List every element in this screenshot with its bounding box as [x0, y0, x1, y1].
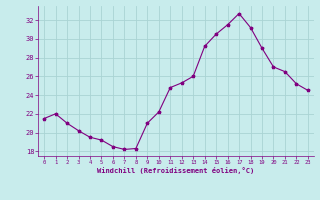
- X-axis label: Windchill (Refroidissement éolien,°C): Windchill (Refroidissement éolien,°C): [97, 167, 255, 174]
